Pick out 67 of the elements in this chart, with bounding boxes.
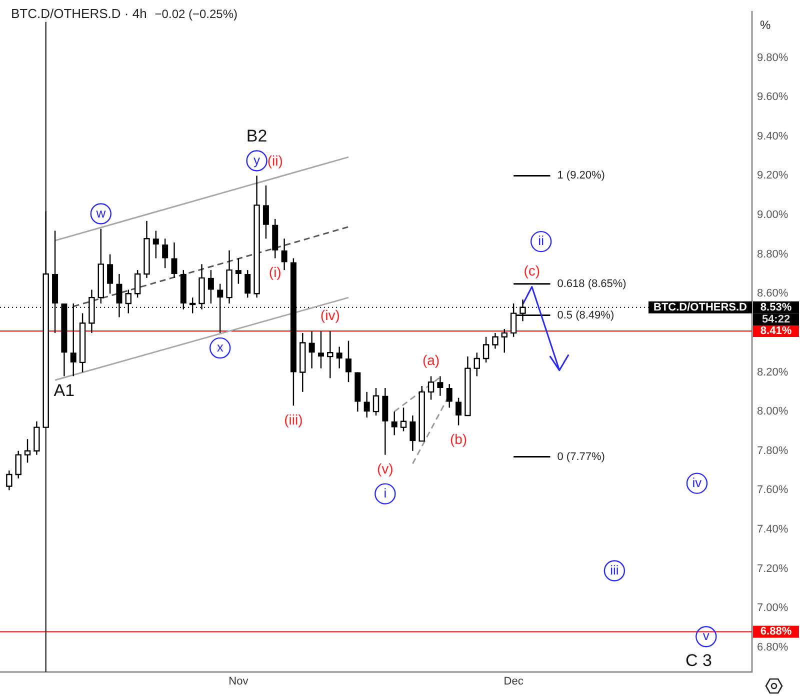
annotation: C 3	[686, 651, 712, 670]
annotation: i	[384, 485, 387, 500]
annotation: (iii)	[284, 412, 303, 428]
candlestick	[162, 238, 168, 269]
annotation: y	[254, 152, 261, 168]
y-tick-label: 6.80%	[757, 641, 788, 654]
y-tick-label: 8.80%	[757, 248, 788, 260]
candlestick	[262, 184, 269, 240]
x-tick-label: Dec	[504, 676, 524, 688]
annotation: x	[216, 340, 224, 355]
candlestick	[446, 383, 452, 408]
annotation: iv	[692, 474, 702, 490]
candlestick	[437, 376, 444, 396]
annotation: (iv)	[320, 306, 340, 323]
annotation: BTC.D/OTHERS.D	[654, 301, 748, 314]
ref-line-label: 8.53%	[760, 301, 792, 314]
y-tick-label: 9.20%	[757, 170, 788, 182]
annotation: (b)	[450, 431, 468, 448]
candlestick	[364, 391, 370, 418]
candlestick	[244, 269, 251, 298]
annotation: (a)	[422, 352, 440, 368]
y-tick-label: 8.60%	[757, 288, 788, 300]
annotation: (i)	[268, 264, 282, 280]
candlestick	[410, 414, 416, 452]
y-tick-label: 8.00%	[757, 406, 788, 418]
series-label: 0.5 (8.49%)	[557, 309, 614, 322]
text: 54:22	[762, 313, 790, 326]
ref-line-label: 6.88%	[760, 626, 792, 638]
annotation: iii	[610, 562, 619, 578]
candlestick	[308, 330, 315, 369]
y-tick-label: 9.80%	[757, 52, 788, 64]
annotation: (c)	[524, 262, 540, 279]
x-tick-label: Nov	[228, 676, 249, 688]
y-tick-label: 7.00%	[757, 602, 788, 614]
candlestick	[318, 330, 324, 369]
candlestick	[107, 254, 114, 294]
y-tick-label: 9.00%	[757, 209, 788, 222]
annotation: A1	[54, 380, 75, 400]
annotation: v	[702, 628, 710, 644]
annotation: (v)	[377, 460, 394, 477]
annotation: ii	[538, 233, 544, 248]
y-tick-label: 7.60%	[757, 484, 788, 496]
y-tick-label: 8.20%	[757, 366, 788, 378]
y-tick-label: 9.60%	[757, 91, 788, 104]
series-label: 0.618 (8.65%)	[557, 278, 626, 290]
annotation: w	[95, 205, 106, 220]
y-tick-label: 7.80%	[757, 444, 788, 457]
y-tick-label: 7.40%	[757, 524, 788, 536]
annotation: B2	[246, 126, 268, 146]
y-tick-label: 7.20%	[757, 562, 788, 575]
series-label: 0 (7.77%)	[557, 450, 605, 463]
candlestick	[456, 397, 462, 426]
series-label: 1 (9.20%)	[557, 170, 605, 182]
y-tick-label: 9.40%	[757, 130, 788, 142]
chart-subtitle: −0.02 (−0.25%)	[154, 7, 238, 21]
candlestick	[171, 242, 178, 279]
candlestick	[208, 269, 214, 304]
candlestick	[281, 238, 288, 271]
candlestick	[152, 230, 159, 259]
chart-title: BTC.D/OTHERS.D · 4h	[11, 6, 147, 21]
candlestick	[345, 340, 352, 383]
annotation: (ii)	[267, 152, 283, 169]
candlestick	[391, 410, 398, 436]
y-axis-title: %	[760, 18, 771, 32]
ref-line-label: 8.41%	[760, 325, 792, 338]
candlestick	[235, 258, 242, 284]
candlestick	[336, 346, 342, 369]
